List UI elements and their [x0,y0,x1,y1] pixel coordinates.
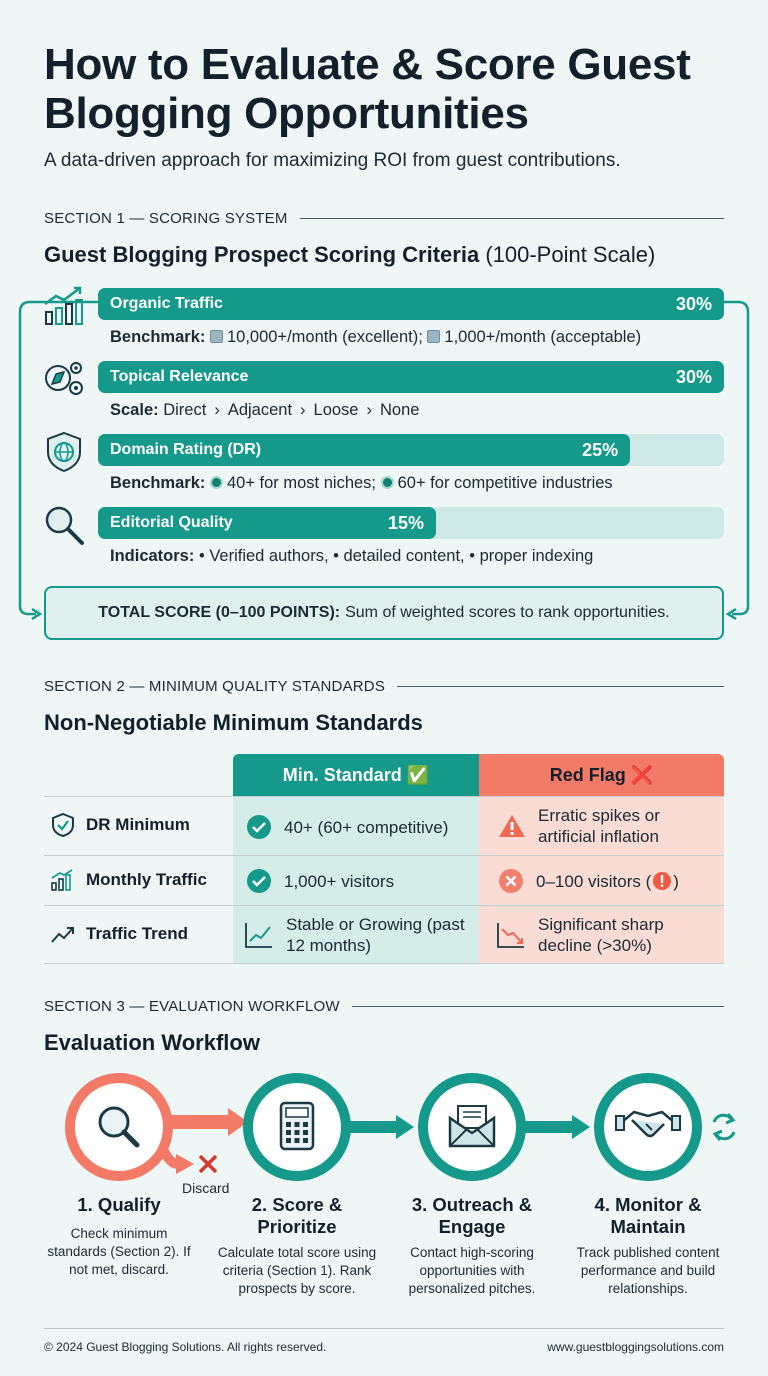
domain-rating-detail: Benchmark: 40+ for most niches; 60+ for … [110,474,613,492]
step-2-title: 2. Score & Prioritize [251,1194,343,1237]
min-standard-cell: 40+ (60+ competitive) [246,814,471,840]
check-circle-icon [247,815,271,839]
step-2-desc: Calculate total score using criteria (Se… [217,1245,377,1296]
footer-copyright: © 2024 Guest Blogging Solutions. All rig… [44,1340,327,1354]
trend-up-icon [51,927,74,943]
editorial-quality-detail: Indicators: • Verified authors, • detail… [110,547,594,565]
total-score-box: TOTAL SCORE (0–100 POINTS): Sum of weigh… [44,586,724,640]
step-3-desc: Contact high-scoring opportunities with … [408,1245,536,1296]
red-flag-header: Red Flag ❌ [479,754,724,796]
dot-icon [209,476,223,489]
bar-chart-icon [51,869,73,891]
table-row: DR Minimum [50,812,190,838]
section-2-title: Non-Negotiable Minimum Standards [44,710,423,735]
footer-url[interactable]: www.guestbloggingsolutions.com [547,1340,724,1354]
table-divider [44,796,724,797]
domain-rating-bar: Domain Rating (DR) 25% [98,434,724,466]
dot-icon [380,476,394,489]
compass-gears-icon [45,362,83,395]
page-subtitle: A data-driven approach for maximizing RO… [44,150,621,171]
arrow-tag-icon [427,330,441,343]
editorial-quality-fill: Editorial Quality 15% [98,507,437,539]
shield-check-icon [52,812,74,838]
refresh-icon [712,1113,736,1141]
warning-icon [499,815,525,837]
section-2-label: SECTION 2 — MINIMUM QUALITY STANDARDS [44,678,724,695]
table-row: Traffic Trend [50,922,188,946]
step-4-title: 4. Monitor & Maintain [594,1194,702,1237]
globe-shield-icon [47,431,81,473]
check-circle-icon [247,869,271,893]
red-flag-cell: 0–100 visitors () [498,868,718,894]
table-divider [44,855,724,856]
discard-label: Discard [182,1180,230,1196]
topical-relevance-bar: Topical Relevance 30% [98,361,724,393]
domain-rating-fill: Domain Rating (DR) 25% [98,434,631,466]
scoring-connector-lines [18,300,750,621]
section-3-title: Evaluation Workflow [44,1030,260,1055]
growth-chart-icon [44,286,83,325]
step-1-title: 1. Qualify [77,1194,161,1215]
workflow-diagram [65,1073,736,1181]
section-3-label: SECTION 3 — EVALUATION WORKFLOW [44,998,724,1015]
table-divider [44,963,724,964]
step-1-desc: Check minimum standards (Section 2). If … [47,1226,191,1277]
calculator-icon [279,1101,315,1151]
step-3-title: 3. Outreach & Engage [411,1194,533,1237]
organic-traffic-bar: Organic Traffic 30% [98,288,724,320]
page-title: How to Evaluate & Score Guest Blogging O… [44,40,691,138]
min-standard-cell: 1,000+ visitors [246,868,471,894]
red-flag-cell: Significant sharp decline (>30%) [496,914,716,956]
organic-traffic-fill: Organic Traffic 30% [98,288,724,320]
min-standard-header: Min. Standard ✅ [233,754,479,796]
table-row: Monthly Traffic [50,868,207,892]
line-chart-up-icon [245,923,272,948]
arrow-tag-icon [209,330,223,343]
line-chart-down-icon [497,923,524,948]
topical-relevance-detail: Scale: Direct › Adjacent › Loose › None [110,401,420,419]
qualify-magnifier-icon [98,1106,130,1138]
section-1-title: Guest Blogging Prospect Scoring Criteria… [44,242,656,267]
magnifier-icon [45,506,84,545]
envelope-icon [448,1105,496,1148]
alert-circle-icon [653,872,672,890]
topical-relevance-fill: Topical Relevance 30% [98,361,724,393]
step-4-desc: Track published content performance and … [576,1245,720,1296]
min-standard-cell: Stable or Growing (past 12 months) [244,914,474,956]
table-divider [44,905,724,906]
organic-traffic-detail: Benchmark: 10,000+/month (excellent); 1,… [110,328,642,346]
red-flag-cell: Erratic spikes or artificial inflation [498,805,698,847]
discard-x-icon [198,1154,218,1174]
handshake-icon [615,1110,681,1138]
footer-divider [44,1328,724,1329]
section-1-label: SECTION 1 — SCORING SYSTEM [44,210,724,227]
x-circle-icon [499,869,523,893]
editorial-quality-bar: Editorial Quality 15% [98,507,724,539]
